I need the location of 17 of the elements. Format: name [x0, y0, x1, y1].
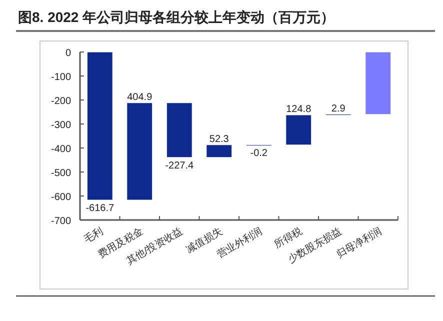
data-label: 2.9 — [331, 103, 346, 114]
data-label: 124.8 — [286, 104, 312, 115]
data-label: 404.9 — [127, 92, 153, 103]
data-label: -227.4 — [165, 160, 194, 172]
title: 图8. 2022 年公司归母各组分较上年变动（百万元） — [18, 9, 335, 25]
y-tick-label: -600 — [50, 192, 72, 203]
y-tick-label: -400 — [50, 144, 72, 155]
y-tick-label: -100 — [50, 72, 72, 83]
data-label: -616.7 — [86, 203, 114, 214]
data-label: -0.2 — [250, 148, 268, 159]
x-tick-label: 毛利 — [82, 225, 106, 246]
y-tick-label: -300 — [50, 120, 72, 131]
y-tick-label: 0 — [65, 48, 72, 59]
y-tick-label: -200 — [50, 96, 72, 107]
y-tick-label: -500 — [50, 168, 72, 179]
y-tick-label: -700 — [50, 216, 72, 227]
data-label: 52.3 — [209, 134, 230, 145]
